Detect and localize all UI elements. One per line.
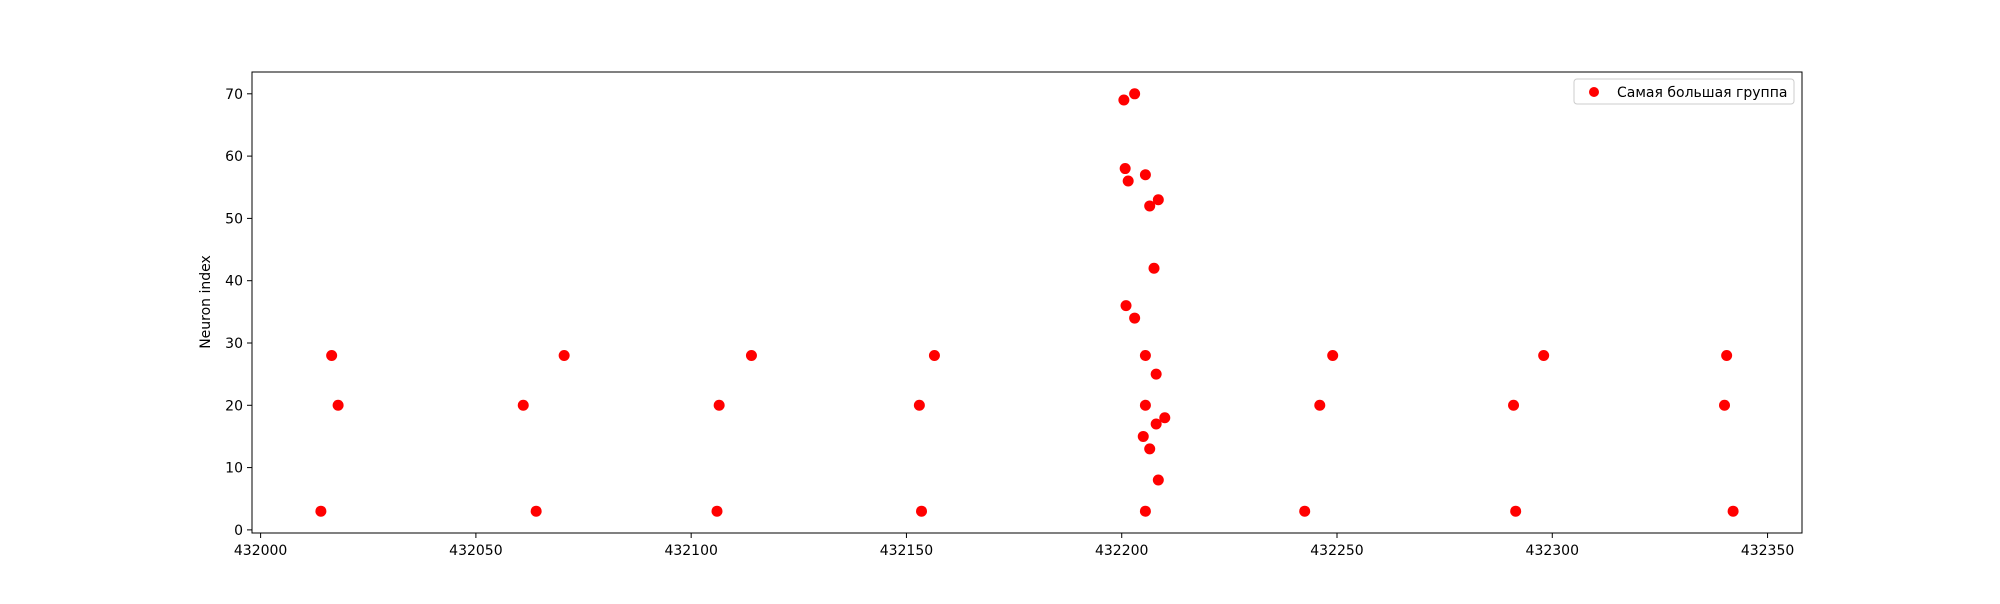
data-point <box>315 505 327 517</box>
data-point <box>1120 300 1132 312</box>
data-point <box>713 399 725 411</box>
x-tick-label: 432300 <box>1526 543 1579 559</box>
data-point <box>1150 418 1162 430</box>
data-point <box>1721 349 1733 361</box>
y-tick-label: 0 <box>234 523 243 539</box>
y-axis: 0 10 20 30 40 50 60 70 <box>225 87 252 539</box>
legend: Самая большая группа <box>1573 78 1795 105</box>
data-point <box>1139 349 1151 361</box>
plot-frame <box>251 71 1803 534</box>
points-layer <box>315 88 1739 517</box>
y-tick-label: 50 <box>225 211 243 227</box>
y-axis-label: Neuron index <box>198 255 214 349</box>
data-point <box>913 399 925 411</box>
data-point <box>1144 200 1156 212</box>
data-point <box>1139 505 1151 517</box>
data-point <box>1538 349 1550 361</box>
data-point <box>517 399 529 411</box>
data-point <box>1152 474 1164 486</box>
x-axis: 432000 432050 432100 432150 432200 432250 4323… <box>234 533 1794 559</box>
data-point <box>1139 399 1151 411</box>
data-point <box>1719 399 1730 411</box>
data-point <box>1129 88 1141 100</box>
data-point <box>1327 349 1339 361</box>
data-point <box>326 349 338 361</box>
data-point <box>1152 194 1164 206</box>
y-tick-label: 30 <box>225 336 243 352</box>
data-point <box>1129 312 1141 324</box>
data-point <box>1159 412 1171 424</box>
y-tick-label: 40 <box>225 274 243 290</box>
x-tick-label: 432250 <box>1310 543 1363 559</box>
data-point <box>1148 262 1160 274</box>
y-tick-label: 10 <box>225 461 243 477</box>
x-tick-label: 432350 <box>1741 543 1794 559</box>
y-tick-label: 20 <box>225 398 243 414</box>
data-point <box>1508 399 1520 411</box>
data-point <box>1314 399 1326 411</box>
x-tick-label: 432200 <box>1095 543 1148 559</box>
legend-label: Самая большая группа <box>1617 85 1787 101</box>
data-point <box>1510 505 1522 517</box>
data-point <box>1150 368 1162 380</box>
data-point <box>1122 175 1134 187</box>
data-point <box>1137 430 1149 442</box>
data-point <box>1299 505 1311 517</box>
data-point <box>1727 505 1739 517</box>
plot-area <box>252 72 1802 533</box>
data-point <box>558 349 570 361</box>
data-point <box>332 399 344 411</box>
data-point <box>928 349 940 361</box>
legend-marker <box>1589 87 1599 97</box>
x-tick-label: 432100 <box>664 543 717 559</box>
x-tick-label: 432050 <box>449 543 502 559</box>
x-tick-label: 432150 <box>880 543 933 559</box>
data-point <box>1118 94 1130 106</box>
legend-box <box>1573 78 1795 105</box>
data-point <box>1119 163 1131 175</box>
y-tick-label: 70 <box>225 87 243 103</box>
data-point <box>530 505 542 517</box>
data-point <box>916 505 928 517</box>
data-point <box>711 505 723 517</box>
x-tick-label: 432000 <box>234 543 287 559</box>
y-tick-label: 60 <box>225 149 243 165</box>
data-point <box>745 349 757 361</box>
data-point <box>1144 443 1156 455</box>
data-point <box>1139 169 1151 181</box>
